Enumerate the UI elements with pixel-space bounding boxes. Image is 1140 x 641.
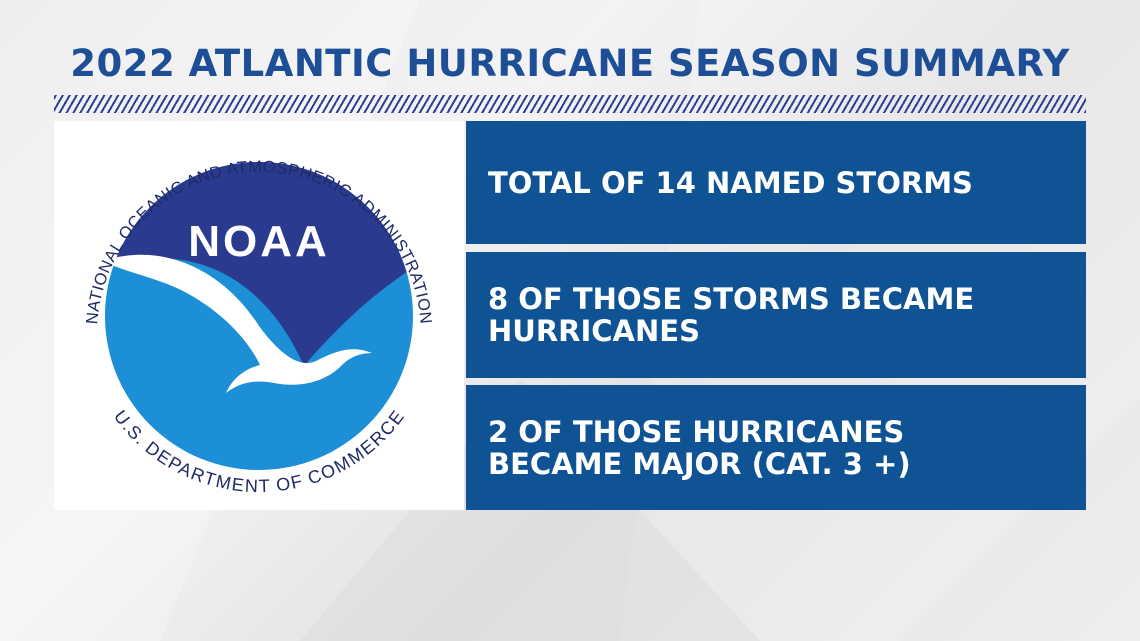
fact-major-hurricanes: 2 OF THOSE HURRICANES BECAME MAJOR (CAT.…	[466, 385, 1086, 510]
logo-panel: NOAA NATIONAL OCEANIC AND ATMOSPHERIC AD…	[54, 121, 464, 510]
hatch-divider	[54, 95, 1086, 113]
logo-navy-top	[105, 162, 413, 366]
logo-center-text: NOAA	[188, 217, 330, 266]
fact-text: TOTAL OF 14 NAMED STORMS	[488, 165, 973, 200]
facts-panel: TOTAL OF 14 NAMED STORMS 8 OF THOSE STOR…	[466, 121, 1086, 510]
fact-hurricanes: 8 OF THOSE STORMS BECAME HURRICANES	[466, 252, 1086, 378]
seagull-icon	[102, 254, 372, 393]
noaa-logo: NOAA NATIONAL OCEANIC AND ATMOSPHERIC AD…	[83, 158, 434, 496]
page-title: 2022 ATLANTIC HURRICANE SEASON SUMMARY	[70, 42, 1070, 85]
fact-text: 2 OF THOSE HURRICANES BECAME MAJOR (CAT.…	[488, 414, 911, 481]
fact-text: 8 OF THOSE STORMS BECAME HURRICANES	[488, 282, 975, 348]
fact-named-storms: TOTAL OF 14 NAMED STORMS	[466, 121, 1086, 244]
